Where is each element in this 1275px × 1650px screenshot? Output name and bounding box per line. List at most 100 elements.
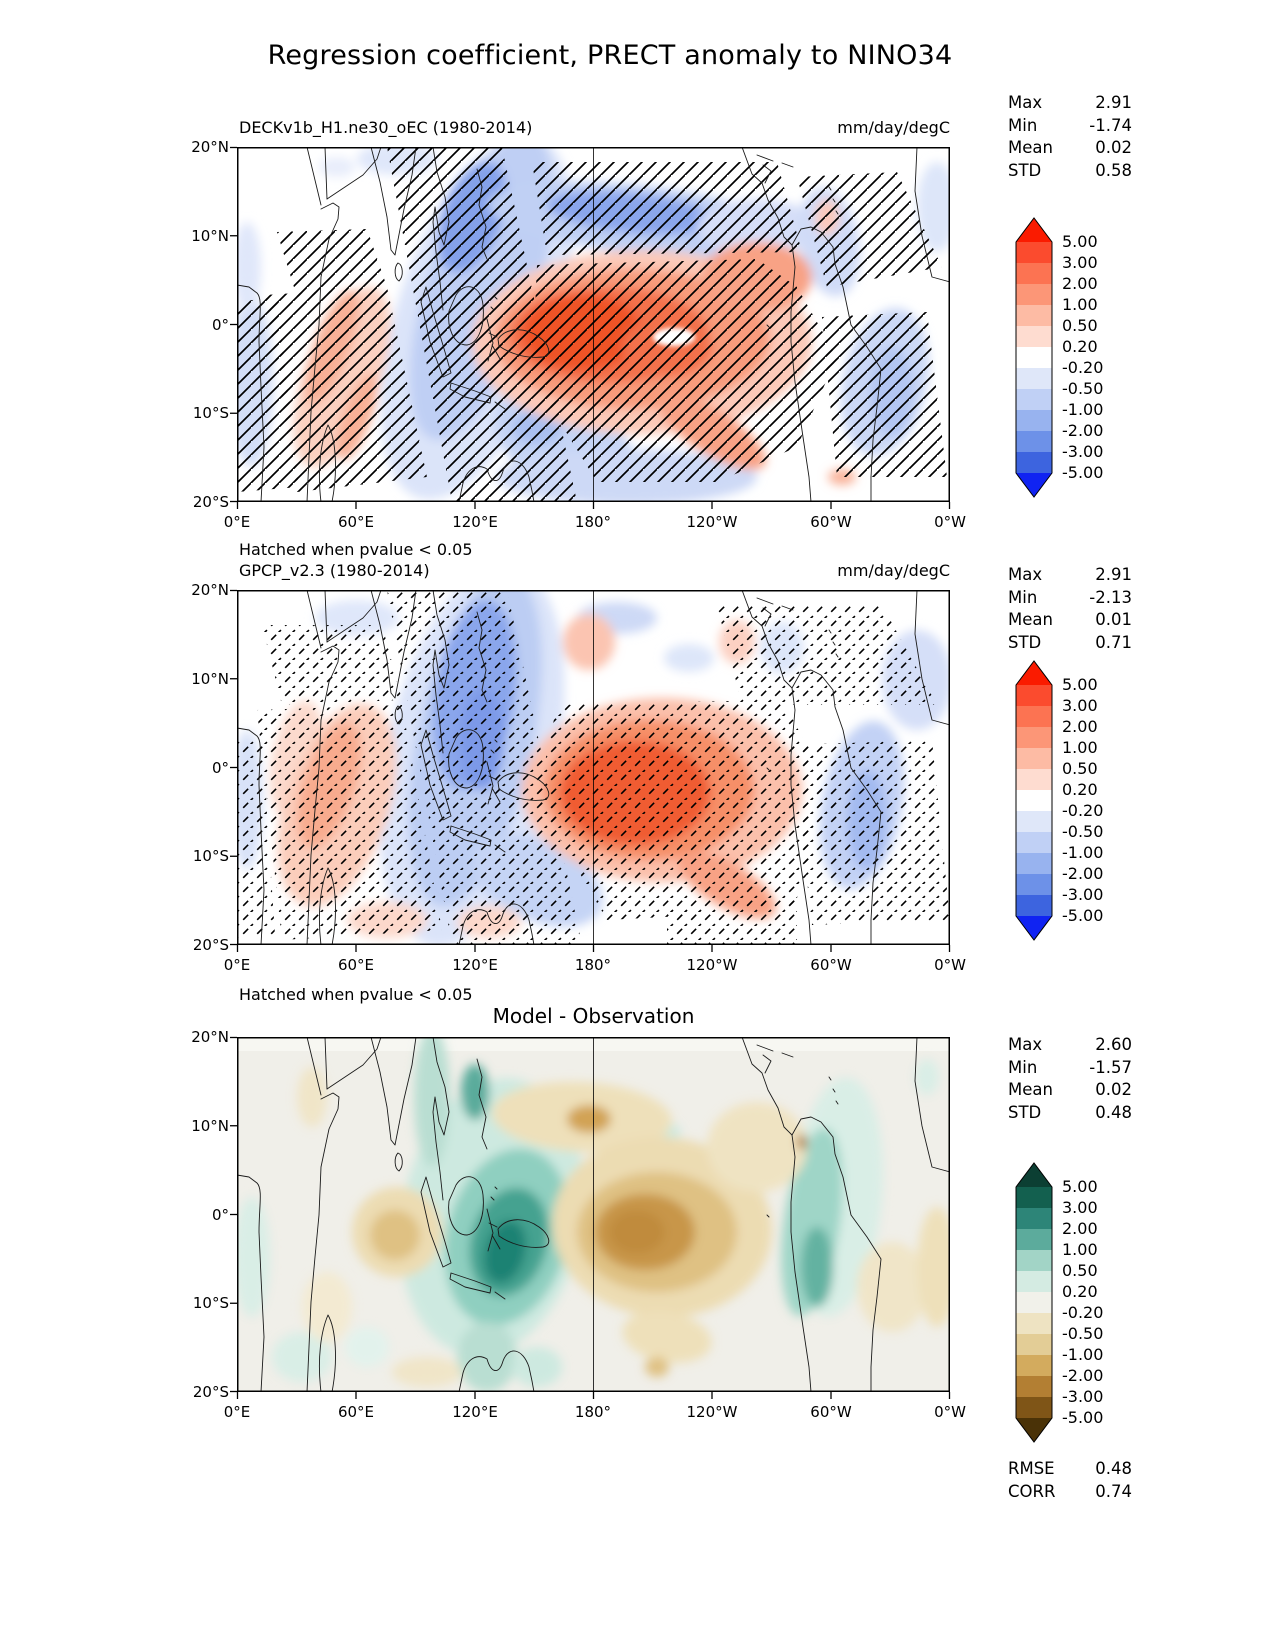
stats-model: Max 2.91 Min -1.74 Mean 0.02 STD 0.58 bbox=[1008, 92, 1132, 182]
hatch-significance bbox=[237, 590, 950, 945]
axis-ticks bbox=[230, 146, 951, 509]
y-tick: 20°N bbox=[191, 581, 229, 599]
stat-value: 2.91 bbox=[1095, 93, 1132, 112]
stat-value: -1.57 bbox=[1089, 1057, 1132, 1077]
x-tick: 180° bbox=[574, 956, 612, 974]
panel-model-title: DECKv1b_H1.ne30_oEC (1980-2014) bbox=[239, 118, 533, 137]
stat-value: -2.13 bbox=[1089, 587, 1132, 607]
axis-ticks bbox=[230, 589, 951, 952]
plot-frame bbox=[237, 590, 950, 945]
x-tick: 60°E bbox=[337, 513, 375, 531]
x-tick: 120°E bbox=[452, 1403, 498, 1421]
svg-text:-2.00: -2.00 bbox=[1062, 1366, 1103, 1385]
stat-value: 0.71 bbox=[1095, 632, 1132, 652]
metric-label: CORR bbox=[1008, 1481, 1056, 1501]
metric-value: 0.48 bbox=[1095, 1459, 1132, 1478]
colorbar-diff: 5.00 3.00 2.00 1.00 0.50 0.20 -0.20 -0.5… bbox=[1015, 1162, 1166, 1463]
panel-model-units: mm/day/degC bbox=[837, 118, 950, 137]
x-tick: 0°E bbox=[223, 513, 251, 531]
svg-text:-5.00: -5.00 bbox=[1062, 463, 1103, 482]
stat-label: Mean bbox=[1008, 610, 1053, 629]
stat-value: 2.91 bbox=[1095, 565, 1132, 584]
svg-text:-0.20: -0.20 bbox=[1062, 358, 1103, 377]
svg-text:-1.00: -1.00 bbox=[1062, 400, 1103, 419]
svg-text:1.00: 1.00 bbox=[1062, 295, 1098, 314]
metrics-diff: RMSE 0.48 CORR 0.74 bbox=[1008, 1458, 1132, 1503]
stat-label: STD bbox=[1008, 632, 1042, 652]
y-tick: 10°S bbox=[192, 404, 229, 423]
x-tick: 0°W bbox=[934, 513, 966, 531]
hatch-footnote-2: Hatched when pvalue < 0.05 bbox=[239, 985, 473, 1004]
y-tick: 0° bbox=[211, 315, 229, 334]
stat-label: Mean bbox=[1008, 1080, 1053, 1099]
stat-label: STD bbox=[1008, 1102, 1042, 1122]
x-tick: 180° bbox=[574, 1403, 612, 1421]
y-tick: 10°N bbox=[191, 1116, 229, 1135]
hatch-footnote-1: Hatched when pvalue < 0.05 bbox=[239, 540, 473, 559]
svg-text:5.00: 5.00 bbox=[1062, 232, 1098, 251]
svg-text:0.20: 0.20 bbox=[1062, 780, 1098, 799]
svg-text:0.50: 0.50 bbox=[1062, 316, 1098, 335]
svg-text:-0.50: -0.50 bbox=[1062, 379, 1103, 398]
svg-text:3.00: 3.00 bbox=[1062, 1198, 1098, 1217]
plot-frame bbox=[237, 147, 950, 502]
stat-label: Min bbox=[1008, 115, 1038, 135]
x-tick: 120°W bbox=[686, 1403, 738, 1421]
metric-label: RMSE bbox=[1008, 1459, 1055, 1478]
stat-label: Max bbox=[1008, 565, 1043, 584]
stat-label: Max bbox=[1008, 1035, 1043, 1054]
y-tick: 20°S bbox=[192, 936, 229, 954]
stats-diff: Max 2.60 Min -1.57 Mean 0.02 STD 0.48 bbox=[1008, 1034, 1132, 1124]
colorbar-obs: 5.00 3.00 2.00 1.00 0.50 0.20 -0.20 -0.5… bbox=[1015, 660, 1166, 961]
y-tick: 20°S bbox=[192, 1383, 229, 1401]
x-tick: 0°E bbox=[223, 1403, 251, 1421]
plot-frame bbox=[237, 1037, 950, 1392]
stat-value: 2.60 bbox=[1095, 1035, 1132, 1054]
stat-label: Mean bbox=[1008, 138, 1053, 157]
svg-text:-0.50: -0.50 bbox=[1062, 1324, 1103, 1343]
hatch-significance bbox=[237, 147, 947, 502]
svg-text:-3.00: -3.00 bbox=[1062, 885, 1103, 904]
panel-diff: Model - Observation bbox=[191, 1004, 966, 1421]
y-tick: 10°N bbox=[191, 669, 229, 688]
svg-text:-2.00: -2.00 bbox=[1062, 864, 1103, 883]
panel-model: DECKv1b_H1.ne30_oEC (1980-2014) mm/day/d… bbox=[191, 118, 966, 531]
svg-text:1.00: 1.00 bbox=[1062, 738, 1098, 757]
x-tick: 120°W bbox=[686, 956, 738, 974]
svg-text:3.00: 3.00 bbox=[1062, 696, 1098, 715]
x-tick: 60°W bbox=[810, 1403, 852, 1421]
svg-text:-5.00: -5.00 bbox=[1062, 1408, 1103, 1427]
x-tick: 60°E bbox=[337, 956, 375, 974]
stat-value: 0.02 bbox=[1095, 1080, 1132, 1099]
y-tick: 20°N bbox=[191, 1028, 229, 1046]
stat-value: 0.02 bbox=[1095, 138, 1132, 157]
svg-text:0.50: 0.50 bbox=[1062, 759, 1098, 778]
stat-label: Min bbox=[1008, 1057, 1038, 1077]
svg-text:-3.00: -3.00 bbox=[1062, 442, 1103, 461]
svg-text:2.00: 2.00 bbox=[1062, 274, 1098, 293]
panel-diff-title: Model - Observation bbox=[492, 1004, 695, 1028]
svg-text:5.00: 5.00 bbox=[1062, 675, 1098, 694]
figure-title: Regression coefficient, PRECT anomaly to… bbox=[267, 40, 953, 71]
svg-text:-1.00: -1.00 bbox=[1062, 1345, 1103, 1364]
y-tick: 0° bbox=[211, 1205, 229, 1224]
y-tick: 10°S bbox=[192, 1294, 229, 1313]
y-tick: 20°S bbox=[192, 493, 229, 511]
stat-label: Max bbox=[1008, 93, 1043, 112]
x-tick: 0°E bbox=[223, 956, 251, 974]
x-tick: 0°W bbox=[934, 956, 966, 974]
metric-value: 0.74 bbox=[1095, 1481, 1132, 1501]
panel-obs-title: GPCP_v2.3 (1980-2014) bbox=[239, 561, 430, 580]
svg-text:0.20: 0.20 bbox=[1062, 1282, 1098, 1301]
x-tick: 60°E bbox=[337, 1403, 375, 1421]
stat-label: STD bbox=[1008, 160, 1042, 180]
x-tick: 120°E bbox=[452, 956, 498, 974]
panel-obs: GPCP_v2.3 (1980-2014) mm/day/degC bbox=[191, 561, 966, 974]
x-tick: 60°W bbox=[810, 513, 852, 531]
x-tick: 0°W bbox=[934, 1403, 966, 1421]
svg-text:2.00: 2.00 bbox=[1062, 1219, 1098, 1238]
stat-label: Min bbox=[1008, 587, 1038, 607]
svg-text:-0.20: -0.20 bbox=[1062, 1303, 1103, 1322]
svg-text:-1.00: -1.00 bbox=[1062, 843, 1103, 862]
